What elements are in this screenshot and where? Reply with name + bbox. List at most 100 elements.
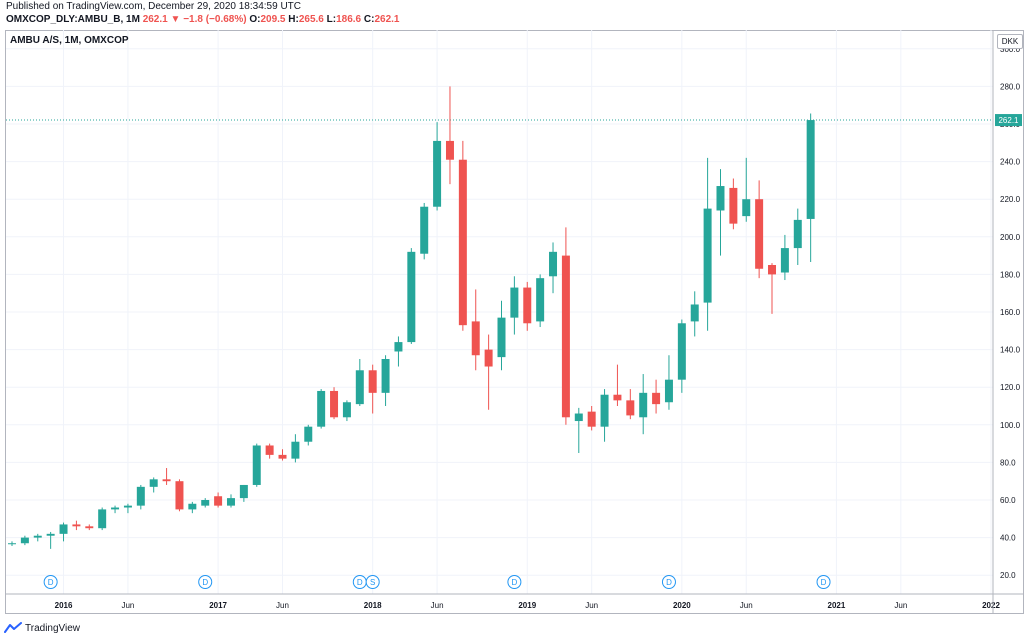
footer-brand[interactable]: TradingView [4,620,80,636]
open-label: O: [249,14,261,25]
candle-body[interactable] [8,543,16,545]
candle-body[interactable] [664,379,673,403]
candle-body[interactable] [716,186,725,211]
candle-body[interactable] [433,140,442,207]
candle-body[interactable] [742,199,751,217]
candle-body[interactable] [729,187,738,224]
event-marker[interactable] [661,575,676,589]
event-marker[interactable] [365,575,380,589]
candle-body[interactable] [46,533,55,536]
brand-name: TradingView [25,622,81,634]
candle-body[interactable] [252,445,261,485]
candle-body[interactable] [561,255,570,418]
candle-body[interactable] [123,505,132,508]
candle-body[interactable] [587,411,596,427]
x-tick-label: Jun [585,601,598,610]
candle-body[interactable] [523,287,532,324]
candle-body[interactable] [368,370,377,393]
candle-body[interactable] [278,454,287,459]
last-price: 262.1 [142,14,168,25]
event-marker[interactable] [816,575,831,589]
candle-body[interactable] [806,120,815,219]
candle-body[interactable] [304,426,313,442]
currency-label[interactable]: DKK [997,34,1023,49]
candle-body[interactable] [652,392,661,405]
candle-body[interactable] [265,445,274,455]
y-tick-label: 120.0 [1000,383,1021,392]
candle-body[interactable] [793,219,802,249]
candle-body[interactable] [136,486,145,506]
candle-body[interactable] [214,496,223,506]
candle-body[interactable] [497,317,506,358]
candle-body[interactable] [342,402,351,418]
x-tick-label: Jun [740,601,753,610]
candle-body[interactable] [162,479,171,482]
event-marker[interactable] [507,575,522,589]
candle-body[interactable] [420,206,429,254]
price-change: −1.8 (−0.68%) [183,14,247,25]
candle-body[interactable] [536,278,545,322]
candle-body[interactable] [626,400,635,416]
x-tick-label: Jun [276,601,289,610]
candle-body[interactable] [677,323,686,380]
last-price-label: 262.1 [998,116,1019,125]
y-tick-label: 200.0 [1000,233,1021,242]
x-tick-label: Jun [894,601,907,610]
dividend-marker-label: D [357,578,363,587]
dividend-marker-label: D [821,578,827,587]
candle-body[interactable] [381,359,390,393]
y-tick-label: 240.0 [1000,158,1021,167]
x-tick-label: 2022 [982,601,1000,610]
event-marker[interactable] [43,575,58,589]
candle-body[interactable] [72,524,81,527]
candle-body[interactable] [20,537,29,544]
candle-body[interactable] [574,413,583,422]
candle-body[interactable] [445,140,454,160]
event-marker[interactable] [198,575,213,589]
candle-body[interactable] [600,394,609,427]
candle-body[interactable] [98,509,107,529]
candle-body[interactable] [484,349,493,367]
x-tick-label: 2020 [673,601,691,610]
candle-body[interactable] [226,498,235,506]
candle-body[interactable] [201,500,210,506]
candle-body[interactable] [394,342,403,352]
x-tick-label: 2016 [55,601,73,610]
candle-body[interactable] [780,248,789,273]
candle-body[interactable] [188,503,197,510]
candle-body[interactable] [639,392,648,418]
y-tick-label: 140.0 [1000,346,1021,355]
candle-body[interactable] [471,321,480,356]
candle-body[interactable] [458,159,467,326]
candle-body[interactable] [768,265,777,275]
candle-body[interactable] [239,484,248,499]
high-label: H: [288,14,299,25]
y-tick-label: 180.0 [1000,270,1021,279]
candle-body[interactable] [703,208,712,303]
x-tick-label: Jun [121,601,134,610]
candle-body[interactable] [317,390,326,427]
dividend-marker-label: D [511,578,517,587]
candle-body[interactable] [330,390,339,418]
candle-body[interactable] [33,535,42,538]
candle-body[interactable] [510,287,519,318]
candle-body[interactable] [149,479,158,487]
candle-body[interactable] [613,394,622,401]
split-marker-label: S [370,578,375,587]
x-tick-label: 2021 [828,601,846,610]
candle-body[interactable] [407,251,416,343]
y-tick-label: 300.0 [1000,45,1021,54]
x-tick-label: Jun [431,601,444,610]
candle-body[interactable] [690,304,699,322]
y-tick-label: 40.0 [1000,534,1016,543]
candle-body[interactable] [85,526,94,529]
dividend-marker-label: D [202,578,208,587]
candle-body[interactable] [355,370,364,405]
candle-body[interactable] [111,507,120,510]
candle-body[interactable] [175,481,184,510]
candle-body[interactable] [291,441,300,459]
candle-body[interactable] [59,524,68,534]
candle-body[interactable] [755,199,764,269]
candle-body[interactable] [549,251,558,277]
